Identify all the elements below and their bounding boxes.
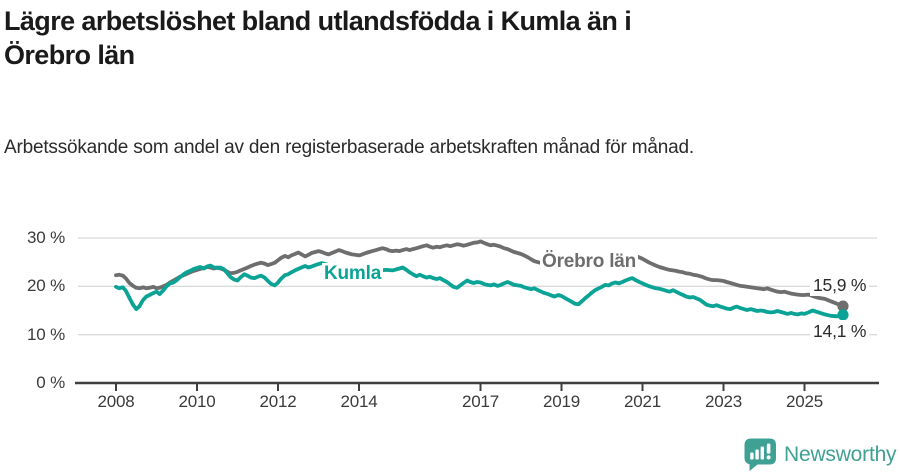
line-series--rebro-l-n bbox=[114, 239, 845, 309]
end-point-dot--rebro-l-n bbox=[837, 300, 849, 312]
newsworthy-brand-name: Newsworthy bbox=[784, 443, 897, 466]
end-point-dot-kumla bbox=[837, 309, 849, 321]
newsworthy-branding: Newsworthy bbox=[744, 438, 897, 472]
line-series-kumla bbox=[114, 261, 845, 319]
newsworthy-logo-icon bbox=[744, 438, 776, 471]
